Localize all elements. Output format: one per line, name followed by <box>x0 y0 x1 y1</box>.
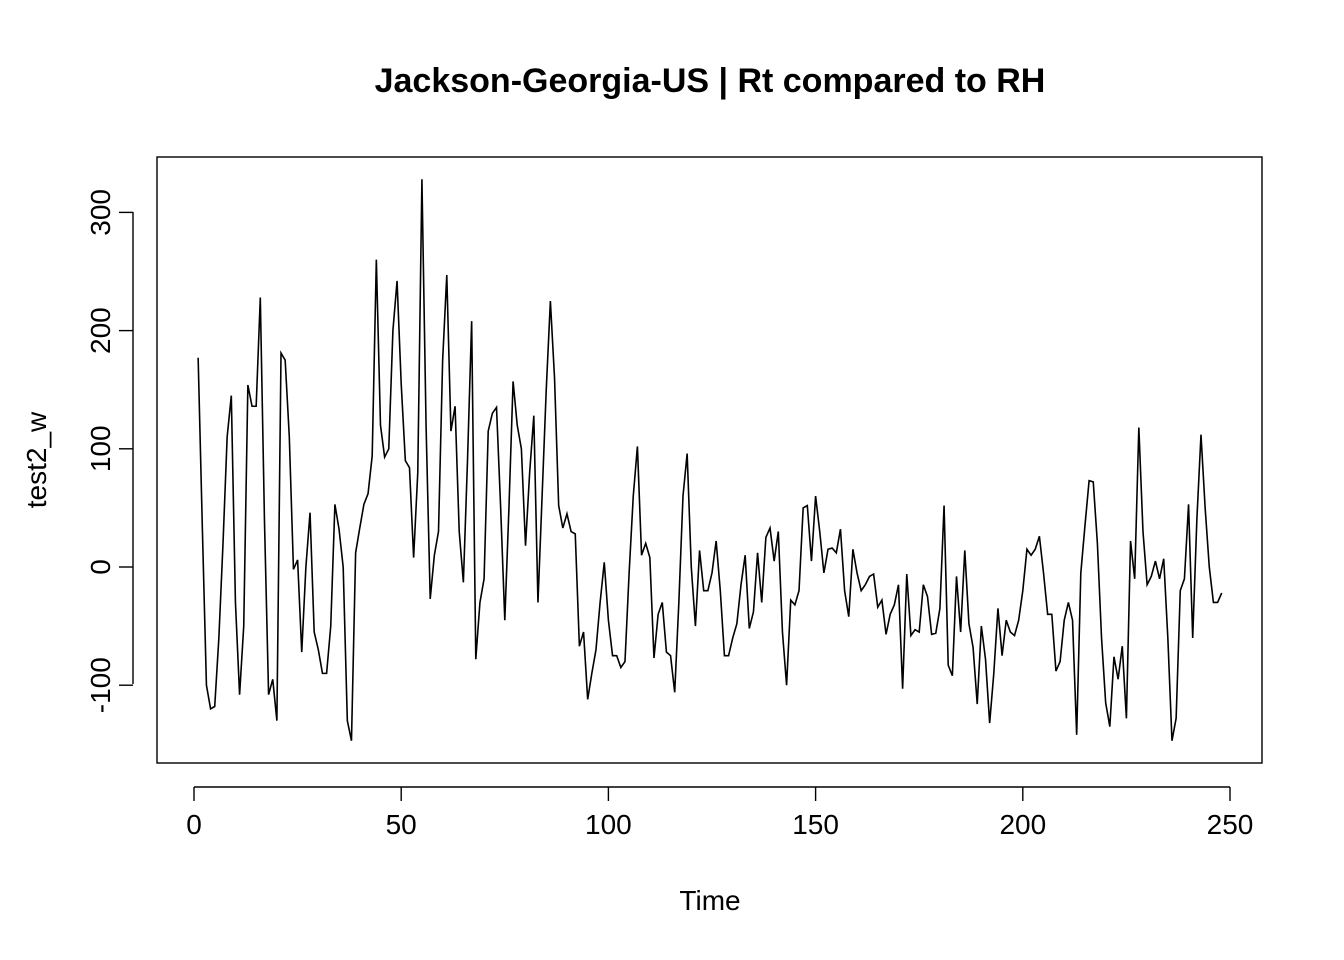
x-axis-label: Time <box>679 885 740 916</box>
y-tick-label-0: 0 <box>85 559 116 575</box>
y-tick-label-100: 100 <box>85 425 116 472</box>
x-tick-label-100: 100 <box>585 809 632 840</box>
y-tick-label-200: 200 <box>85 307 116 354</box>
plot-frame <box>156 156 1263 764</box>
x-tick-label-250: 250 <box>1207 809 1254 840</box>
y-tick-label-300: 300 <box>85 189 116 236</box>
series-layer <box>197 179 1223 741</box>
y-axis-ticks: -100 0 100 200 300 <box>85 189 133 713</box>
x-tick-label-50: 50 <box>386 809 417 840</box>
x-tick-label-200: 200 <box>999 809 1046 840</box>
y-tick-label--100: -100 <box>85 657 116 713</box>
y-axis-label: test2_w <box>21 411 52 508</box>
x-tick-label-0: 0 <box>186 809 202 840</box>
series-line-0 <box>197 179 1223 741</box>
x-tick-label-150: 150 <box>792 809 839 840</box>
chart-title: Jackson-Georgia-US | Rt compared to RH <box>375 62 1046 100</box>
x-axis-ticks: 0 50 100 150 200 250 <box>186 787 1253 840</box>
